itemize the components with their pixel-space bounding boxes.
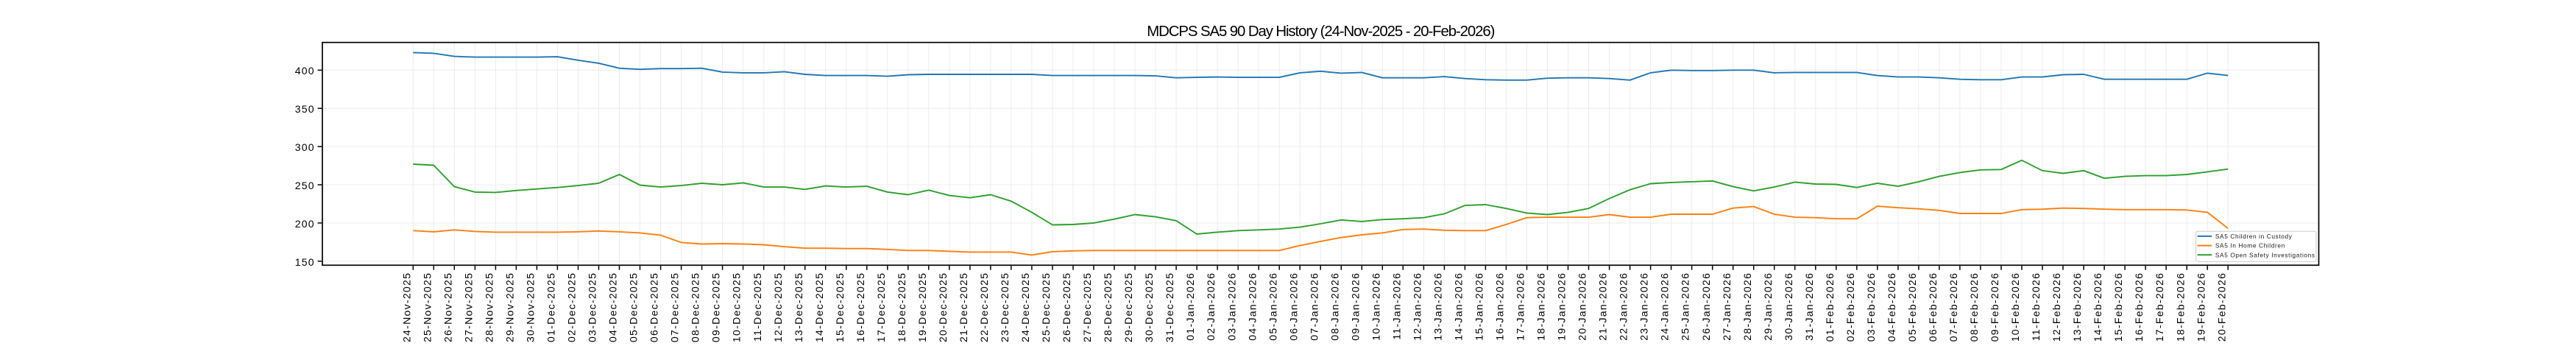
svg-text:27-Dec-2025: 27-Dec-2025 [1081,272,1093,342]
svg-text:23-Dec-2025: 23-Dec-2025 [999,272,1011,342]
svg-text:18-Feb-2026: 18-Feb-2026 [2174,272,2186,342]
svg-text:02-Jan-2026: 02-Jan-2026 [1205,272,1217,341]
svg-text:10-Dec-2025: 10-Dec-2025 [731,272,743,342]
svg-text:200: 200 [295,218,315,230]
svg-text:15-Feb-2026: 15-Feb-2026 [2112,272,2124,342]
svg-text:02-Dec-2025: 02-Dec-2025 [566,272,578,342]
svg-text:09-Feb-2026: 09-Feb-2026 [1989,272,2000,342]
svg-text:07-Jan-2026: 07-Jan-2026 [1308,272,1320,341]
svg-text:03-Dec-2025: 03-Dec-2025 [587,272,598,342]
svg-text:31-Jan-2026: 31-Jan-2026 [1803,272,1815,341]
svg-text:31-Dec-2025: 31-Dec-2025 [1164,272,1175,342]
svg-text:14-Feb-2026: 14-Feb-2026 [2092,272,2103,342]
svg-text:12-Jan-2026: 12-Jan-2026 [1412,272,1423,341]
svg-text:21-Jan-2026: 21-Jan-2026 [1597,272,1609,341]
svg-text:150: 150 [295,256,315,268]
svg-text:07-Feb-2026: 07-Feb-2026 [1947,272,1959,342]
svg-text:16-Feb-2026: 16-Feb-2026 [2133,272,2145,342]
svg-text:21-Dec-2025: 21-Dec-2025 [958,272,969,342]
svg-text:15-Jan-2026: 15-Jan-2026 [1473,272,1485,341]
svg-text:14-Dec-2025: 14-Dec-2025 [813,272,825,342]
svg-text:05-Feb-2026: 05-Feb-2026 [1906,272,1918,342]
svg-text:06-Feb-2026: 06-Feb-2026 [1927,272,1939,342]
svg-text:11-Feb-2026: 11-Feb-2026 [2030,272,2042,341]
svg-text:19-Feb-2026: 19-Feb-2026 [2195,272,2207,342]
svg-text:25-Nov-2025: 25-Nov-2025 [421,272,433,342]
svg-text:22-Dec-2025: 22-Dec-2025 [978,272,990,342]
svg-text:14-Jan-2026: 14-Jan-2026 [1453,272,1465,341]
svg-text:08-Dec-2025: 08-Dec-2025 [690,272,701,342]
svg-text:23-Jan-2026: 23-Jan-2026 [1638,272,1650,341]
svg-text:25-Jan-2026: 25-Jan-2026 [1680,272,1691,341]
svg-text:11-Dec-2025: 11-Dec-2025 [751,272,763,342]
svg-text:09-Jan-2026: 09-Jan-2026 [1349,272,1361,341]
svg-text:01-Dec-2025: 01-Dec-2025 [545,272,557,342]
svg-text:20-Feb-2026: 20-Feb-2026 [2215,272,2227,342]
svg-text:19-Jan-2026: 19-Jan-2026 [1556,272,1568,341]
svg-text:09-Dec-2025: 09-Dec-2025 [710,272,722,342]
svg-text:27-Nov-2025: 27-Nov-2025 [463,272,475,342]
svg-text:20-Jan-2026: 20-Jan-2026 [1577,272,1588,341]
svg-text:17-Dec-2025: 17-Dec-2025 [875,272,887,342]
svg-text:05-Dec-2025: 05-Dec-2025 [628,272,640,342]
svg-text:10-Feb-2026: 10-Feb-2026 [2009,272,2021,342]
svg-text:20-Dec-2025: 20-Dec-2025 [937,272,949,342]
svg-text:08-Feb-2026: 08-Feb-2026 [1968,272,1980,342]
svg-text:16-Jan-2026: 16-Jan-2026 [1494,272,1506,341]
svg-text:10-Jan-2026: 10-Jan-2026 [1370,272,1381,341]
svg-text:13-Jan-2026: 13-Jan-2026 [1432,272,1444,341]
svg-text:11-Jan-2026: 11-Jan-2026 [1390,272,1402,340]
svg-text:26-Jan-2026: 26-Jan-2026 [1700,272,1712,341]
svg-text:28-Nov-2025: 28-Nov-2025 [484,272,495,342]
svg-text:17-Jan-2026: 17-Jan-2026 [1515,272,1526,341]
svg-text:28-Dec-2025: 28-Dec-2025 [1102,272,1114,342]
svg-text:29-Jan-2026: 29-Jan-2026 [1762,272,1774,341]
svg-text:05-Jan-2026: 05-Jan-2026 [1267,272,1278,341]
svg-text:29-Nov-2025: 29-Nov-2025 [504,272,516,342]
svg-text:18-Jan-2026: 18-Jan-2026 [1535,272,1547,341]
svg-text:12-Feb-2026: 12-Feb-2026 [2050,272,2062,342]
svg-text:350: 350 [295,103,315,115]
svg-text:25-Dec-2025: 25-Dec-2025 [1040,272,1052,342]
svg-text:29-Dec-2025: 29-Dec-2025 [1122,272,1134,342]
svg-text:04-Dec-2025: 04-Dec-2025 [607,272,619,342]
svg-text:07-Dec-2025: 07-Dec-2025 [669,272,681,342]
svg-text:30-Jan-2026: 30-Jan-2026 [1783,272,1794,341]
svg-text:02-Feb-2026: 02-Feb-2026 [1844,272,1856,342]
svg-text:MDCPS SA5 90 Day History (24-N: MDCPS SA5 90 Day History (24-Nov-2025 - … [1147,24,1494,40]
svg-text:06-Jan-2026: 06-Jan-2026 [1287,272,1299,341]
svg-text:04-Jan-2026: 04-Jan-2026 [1246,272,1258,341]
svg-text:250: 250 [295,180,315,191]
svg-text:24-Jan-2026: 24-Jan-2026 [1659,272,1671,341]
svg-text:SA5 Open Safety Investigations: SA5 Open Safety Investigations [2215,251,2315,258]
svg-text:03-Jan-2026: 03-Jan-2026 [1225,272,1237,341]
svg-text:08-Jan-2026: 08-Jan-2026 [1328,272,1340,341]
svg-text:28-Jan-2026: 28-Jan-2026 [1741,272,1753,341]
svg-text:30-Dec-2025: 30-Dec-2025 [1143,272,1155,342]
svg-text:400: 400 [295,65,315,77]
svg-text:16-Dec-2025: 16-Dec-2025 [854,272,866,342]
svg-text:300: 300 [295,141,315,153]
svg-text:15-Dec-2025: 15-Dec-2025 [834,272,846,342]
svg-text:SA5 In Home Children: SA5 In Home Children [2215,242,2285,250]
svg-text:01-Feb-2026: 01-Feb-2026 [1824,272,1836,342]
svg-text:17-Feb-2026: 17-Feb-2026 [2154,272,2165,342]
svg-text:24-Nov-2025: 24-Nov-2025 [400,272,412,342]
svg-text:30-Nov-2025: 30-Nov-2025 [525,272,537,342]
svg-text:13-Dec-2025: 13-Dec-2025 [793,272,804,342]
svg-text:13-Feb-2026: 13-Feb-2026 [2071,272,2083,342]
svg-text:04-Feb-2026: 04-Feb-2026 [1886,272,1897,342]
svg-text:22-Jan-2026: 22-Jan-2026 [1618,272,1630,341]
svg-text:SA5 Children in Custody: SA5 Children in Custody [2215,233,2293,240]
svg-text:01-Jan-2026: 01-Jan-2026 [1184,272,1196,341]
svg-text:06-Dec-2025: 06-Dec-2025 [648,272,660,342]
svg-text:18-Dec-2025: 18-Dec-2025 [896,272,907,342]
svg-text:19-Dec-2025: 19-Dec-2025 [916,272,928,342]
svg-text:27-Jan-2026: 27-Jan-2026 [1721,272,1733,341]
svg-text:26-Dec-2025: 26-Dec-2025 [1061,272,1072,342]
svg-text:12-Dec-2025: 12-Dec-2025 [772,272,784,342]
svg-text:26-Nov-2025: 26-Nov-2025 [442,272,453,342]
svg-text:24-Dec-2025: 24-Dec-2025 [1019,272,1031,342]
svg-text:03-Feb-2026: 03-Feb-2026 [1865,272,1877,342]
